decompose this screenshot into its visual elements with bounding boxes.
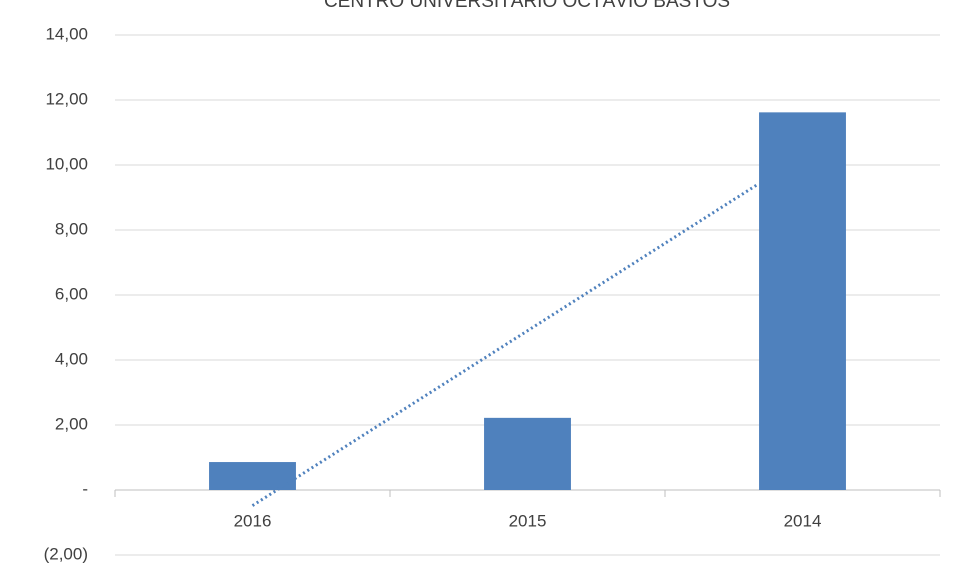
y-tick-label: 12,00 — [45, 89, 88, 108]
y-tick-label: 14,00 — [45, 24, 88, 43]
bar — [759, 112, 846, 490]
y-tick-label: 4,00 — [55, 349, 88, 368]
x-tick-label: 2016 — [234, 511, 272, 530]
y-tick-label: 2,00 — [55, 414, 88, 433]
x-tick-label: 2014 — [784, 511, 822, 530]
bar — [484, 417, 571, 490]
x-tick-label: 2015 — [509, 511, 547, 530]
y-tick-label: 6,00 — [55, 284, 88, 303]
bar — [209, 462, 296, 490]
y-tick-label: 8,00 — [55, 219, 88, 238]
y-tick-label: (2,00) — [44, 544, 88, 563]
y-tick-label: - — [82, 479, 88, 498]
y-tick-label: 10,00 — [45, 154, 88, 173]
chart-title: CENTRO UNIVERSITÁRIO OCTÁVIO BASTOS — [324, 0, 730, 12]
